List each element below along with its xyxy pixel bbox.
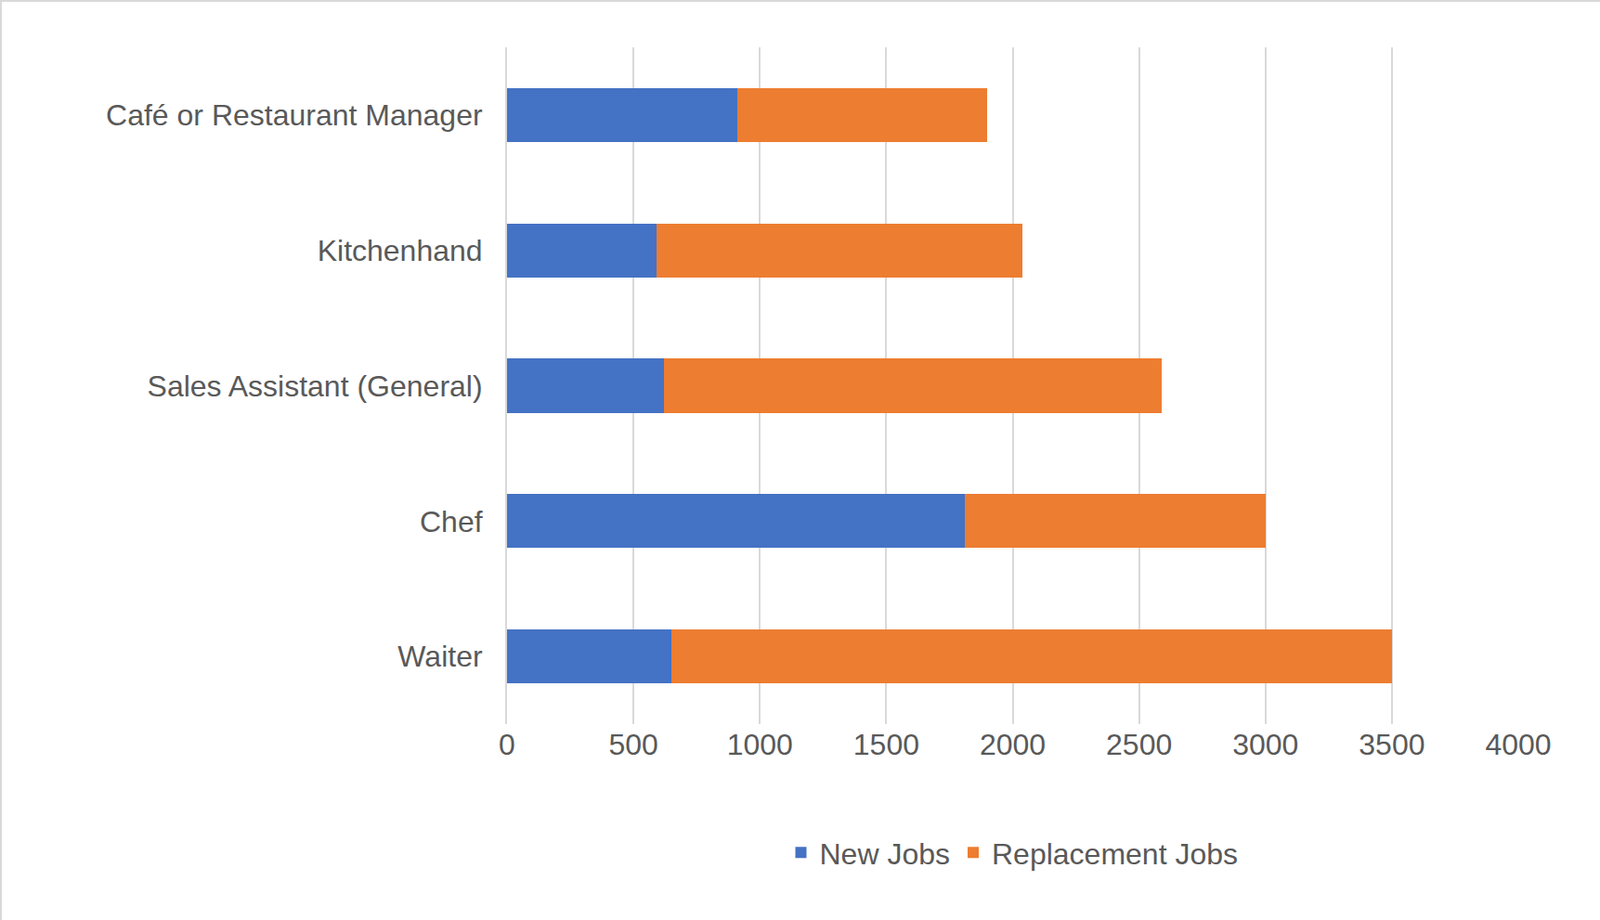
svg-text:Café or Restaurant Manager: Café or Restaurant Manager	[105, 98, 483, 132]
svg-text:3500: 3500	[1358, 728, 1425, 762]
svg-text:1000: 1000	[727, 728, 794, 762]
svg-text:Chef: Chef	[419, 505, 483, 539]
svg-text:1500: 1500	[853, 728, 920, 762]
svg-text:Waiter: Waiter	[397, 639, 483, 674]
svg-text:Kitchenhand: Kitchenhand	[317, 234, 483, 268]
svg-text:New Jobs: New Jobs	[819, 837, 951, 872]
svg-text:500: 500	[608, 728, 658, 762]
svg-text:0: 0	[498, 728, 516, 762]
svg-text:2500: 2500	[1105, 728, 1172, 762]
svg-text:2000: 2000	[979, 728, 1046, 762]
svg-text:Replacement Jobs: Replacement Jobs	[991, 837, 1238, 872]
svg-text:4000: 4000	[1484, 728, 1551, 762]
svg-text:3000: 3000	[1232, 728, 1299, 762]
svg-text:Sales Assistant (General): Sales Assistant (General)	[147, 369, 483, 404]
